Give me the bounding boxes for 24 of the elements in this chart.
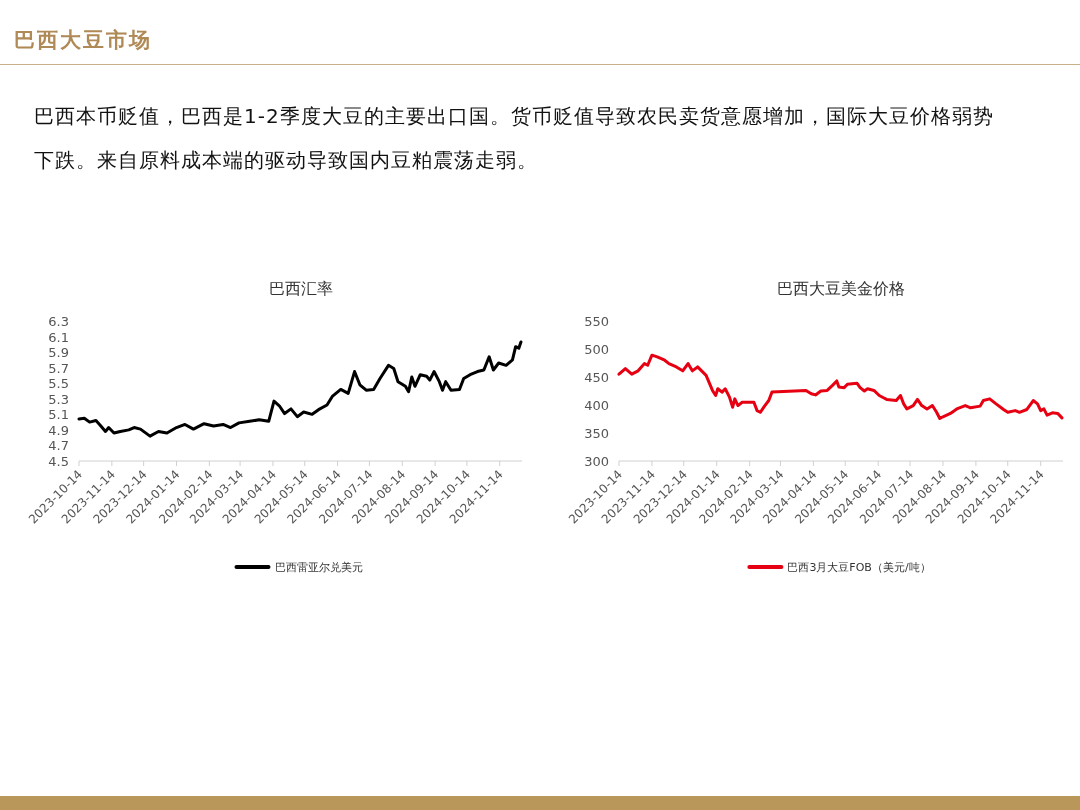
y-tick-label: 6.1 xyxy=(48,329,69,345)
chart-title: 巴西大豆美金价格 xyxy=(777,279,905,298)
y-tick-label: 4.9 xyxy=(48,422,69,438)
y-tick-label: 400 xyxy=(584,398,609,413)
y-tick-label: 300 xyxy=(584,454,609,469)
y-tick-label: 5.7 xyxy=(48,360,69,376)
chart-title: 巴西汇率 xyxy=(268,279,333,298)
y-tick-label: 5.3 xyxy=(48,391,69,407)
y-tick-label: 5.5 xyxy=(48,376,69,392)
y-tick-label: 350 xyxy=(584,426,609,441)
line-series xyxy=(77,340,523,438)
line-series xyxy=(617,353,1064,420)
text: 巴西本币贬值，巴西是1-2季度大豆的主要出口国。货币贬值导致农民卖货意愿增加，国际大豆价格弱势下跌。来自原料成本端的驱动导致国内豆粕震荡走弱。 xyxy=(34,103,994,174)
y-tick-label: 5.9 xyxy=(48,345,69,361)
y-tick-label: 4.5 xyxy=(48,454,69,469)
y-tick-label: 450 xyxy=(584,370,609,385)
y-tick-label: 5.1 xyxy=(48,407,69,423)
y-tick-label: 500 xyxy=(584,342,609,357)
y-tick-label: 6.3 xyxy=(48,314,69,329)
legend-label: 巴西雷亚尔兑美元 xyxy=(274,561,363,574)
legend-label: 巴西3月大豆FOB（美元/吨） xyxy=(787,561,931,574)
y-tick-label: 550 xyxy=(584,314,609,329)
y-tick-label: 4.7 xyxy=(48,438,69,454)
text: 巴西大豆市场 xyxy=(14,27,152,54)
